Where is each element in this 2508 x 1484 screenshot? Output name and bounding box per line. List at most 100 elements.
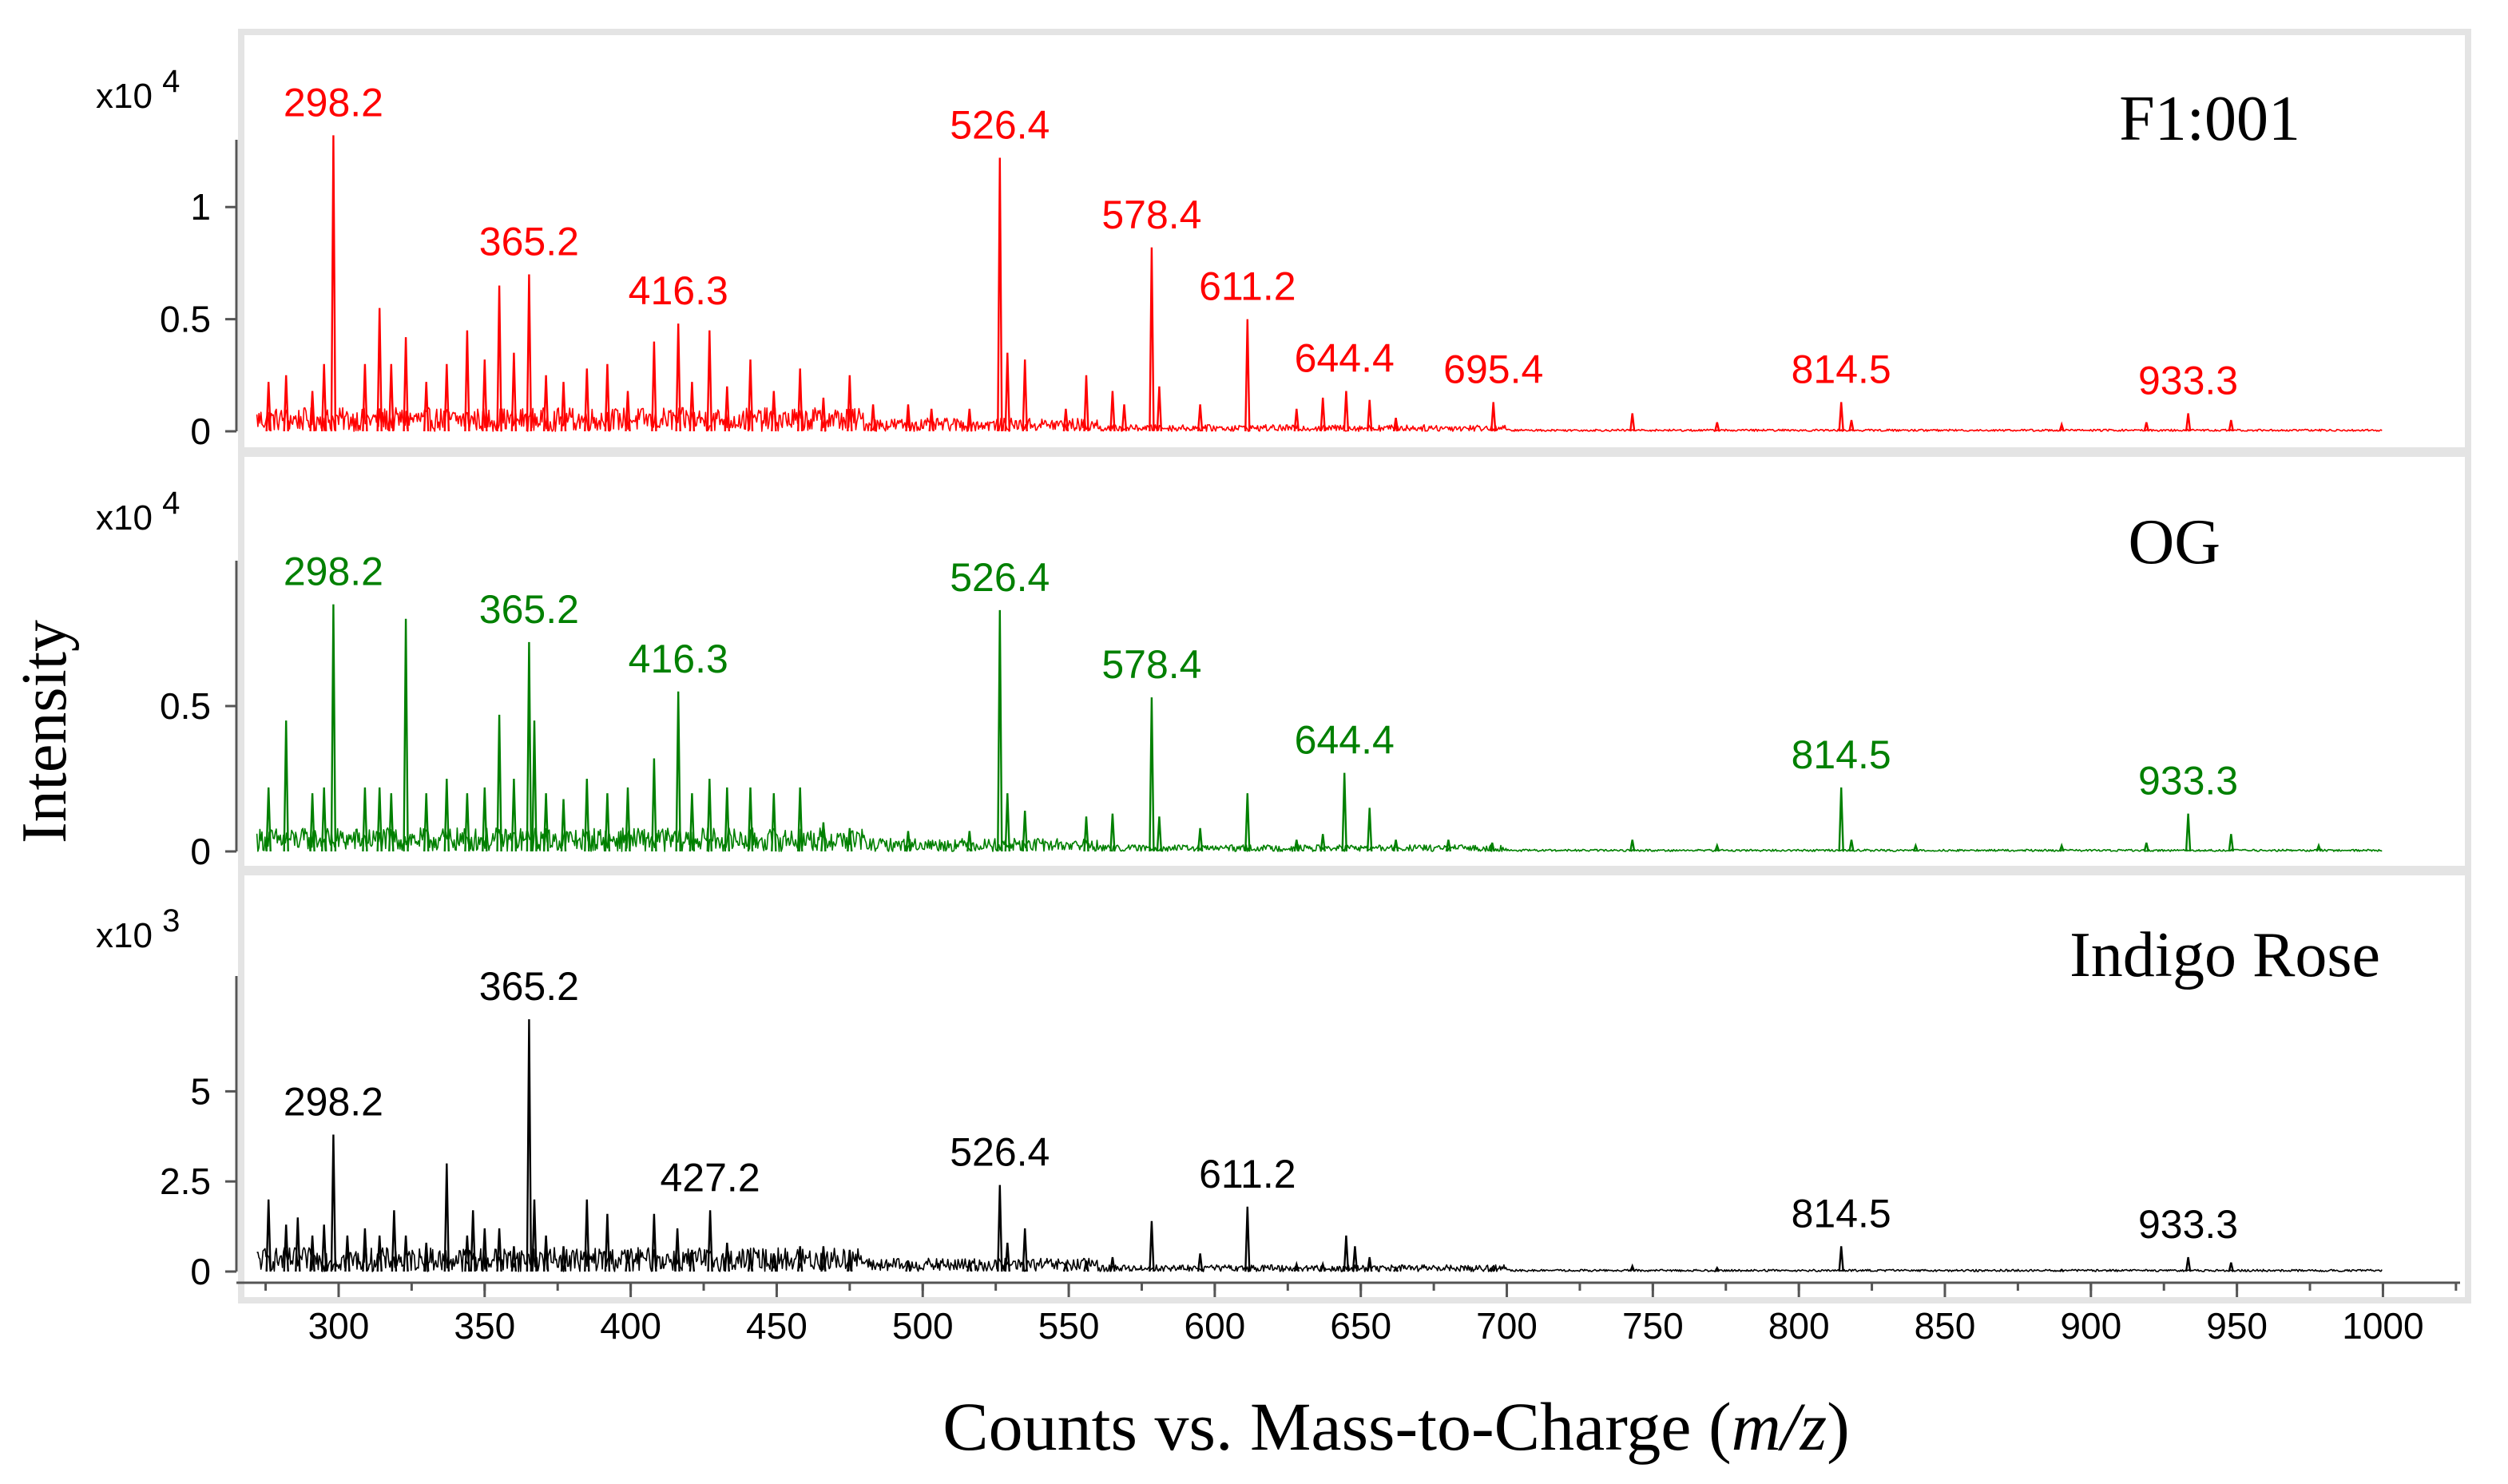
spectrum-peak: [423, 1242, 430, 1272]
spectrum-peak: [747, 1253, 754, 1272]
spectrum-peak: [510, 1246, 518, 1272]
spectrum-peak: [2185, 813, 2192, 852]
peak-label: 933.3: [2138, 1202, 2238, 1247]
spectrum-peak: [689, 382, 696, 432]
spectrum-peak: [675, 691, 681, 852]
spectrum-peak: [443, 363, 450, 432]
peak-label: 933.3: [2138, 759, 2238, 804]
spectrum-peak: [2143, 422, 2149, 432]
spectrum-baseline-trace: [256, 1247, 2383, 1272]
spectrum-peak: [526, 641, 533, 852]
spectrum-peak: [464, 1235, 470, 1272]
spectrum-peak: [1149, 697, 1155, 852]
spectrum-peak: [1629, 1263, 1636, 1272]
spectrum-peak: [531, 720, 538, 852]
spectrum-peak: [1912, 842, 1919, 852]
spectrum-peak: [1319, 397, 1326, 432]
spectrum-peak: [2316, 842, 2322, 852]
spectrum-peak: [330, 604, 337, 852]
spectrum-peak: [1149, 247, 1155, 432]
spectrum-peak: [1109, 1256, 1116, 1272]
spectrum-peak: [1445, 839, 1452, 852]
spectrum-peak: [997, 157, 1003, 432]
spectrum-peak: [870, 404, 876, 432]
y-axis-label: Intensity: [10, 620, 80, 843]
spectrum-peak: [1244, 793, 1251, 852]
spectrum-peak: [820, 397, 827, 432]
spectrum-peak: [1392, 839, 1399, 852]
spectrum-peak: [1367, 807, 1373, 852]
spectrum-peak: [1121, 404, 1128, 432]
spectrum-peak: [2228, 419, 2234, 432]
spectrum-peak: [560, 382, 567, 432]
x-tick-label: 900: [2060, 1305, 2121, 1347]
spectrum-peak: [847, 1249, 853, 1272]
spectrum-peak: [321, 787, 327, 852]
peak-label: 526.4: [950, 102, 1050, 147]
spectrum-peak: [265, 1199, 272, 1272]
x-axis-label-mz: m/z: [1732, 1388, 1827, 1465]
spectrum-peak: [689, 793, 696, 852]
spectrum-peak: [1004, 352, 1010, 432]
spectrum-peak: [928, 408, 935, 432]
x-tick-label: 950: [2206, 1305, 2268, 1347]
spectrum-peak: [1490, 402, 1497, 432]
spectrum-peak: [526, 1019, 533, 1272]
spectrum-peak: [1083, 1260, 1089, 1272]
peak-label: 365.2: [479, 964, 579, 1009]
spectrum-peak: [1848, 419, 1855, 432]
y-tick-label: 0: [190, 831, 211, 872]
spectrum-peak: [470, 1210, 476, 1272]
spectrum-peak: [2058, 421, 2065, 432]
spectrum-peak: [344, 1235, 351, 1272]
spectrum-peak: [1156, 816, 1163, 852]
spectrum-peak: [423, 382, 430, 432]
x-axis-label-suffix: ): [1827, 1388, 1850, 1465]
spectrum-peak: [771, 391, 777, 432]
y-multiplier-exp: 4: [162, 486, 180, 521]
y-tick-label: 0: [190, 1251, 211, 1292]
spectrum-peak: [2185, 413, 2192, 432]
spectrum-peak: [464, 330, 470, 432]
spectrum-peak: [1343, 1235, 1350, 1272]
peak-label: 814.5: [1792, 1191, 1891, 1236]
spectrum-peak: [1004, 1242, 1010, 1272]
spectrum-peak: [651, 341, 657, 432]
spectrum-peak: [1489, 842, 1495, 852]
spectrum-peak: [625, 1249, 631, 1272]
spectrum-peak: [651, 1213, 657, 1272]
spectrum-baseline-trace: [256, 827, 2383, 852]
spectrum-peak: [542, 375, 550, 432]
spectrum-baseline-trace: [256, 407, 2383, 432]
peak-label: 365.2: [479, 587, 579, 632]
spectrum-peak: [1062, 408, 1069, 432]
spectrum-peak: [707, 1210, 713, 1272]
x-tick-label: 550: [1038, 1305, 1100, 1347]
x-tick-label: 500: [892, 1305, 954, 1347]
spectrum-peak: [797, 368, 804, 432]
spectrum-peak: [1489, 1266, 1495, 1272]
spectrum-peak: [966, 408, 973, 432]
spectrum-peak: [1341, 772, 1347, 852]
spectrum-peak: [362, 1228, 368, 1272]
spectrum-peak: [1714, 422, 1720, 432]
y-tick-label: 0.5: [160, 299, 211, 340]
spectrum-peak: [391, 1210, 398, 1272]
spectrum-peak: [510, 778, 518, 852]
y-tick-label: 1: [190, 186, 211, 228]
spectrum-peak: [376, 308, 383, 432]
spectrum-peak: [604, 1213, 611, 1272]
spectrum-peak: [1392, 418, 1399, 432]
spectrum-peak: [482, 359, 488, 432]
spectrum-peak: [1083, 816, 1089, 852]
spectrum-peak: [747, 787, 754, 852]
spectrum-peak: [797, 1246, 804, 1272]
spectrum-peak: [362, 787, 368, 852]
x-tick-label: 1000: [2342, 1305, 2423, 1347]
spectrum-peak: [321, 1224, 327, 1272]
spectrum-peak: [1109, 391, 1116, 432]
peak-label: 298.2: [284, 1080, 383, 1125]
spectrum-peak: [689, 1249, 696, 1272]
x-tick-label: 650: [1330, 1305, 1391, 1347]
spectrum-peak: [1319, 834, 1326, 852]
